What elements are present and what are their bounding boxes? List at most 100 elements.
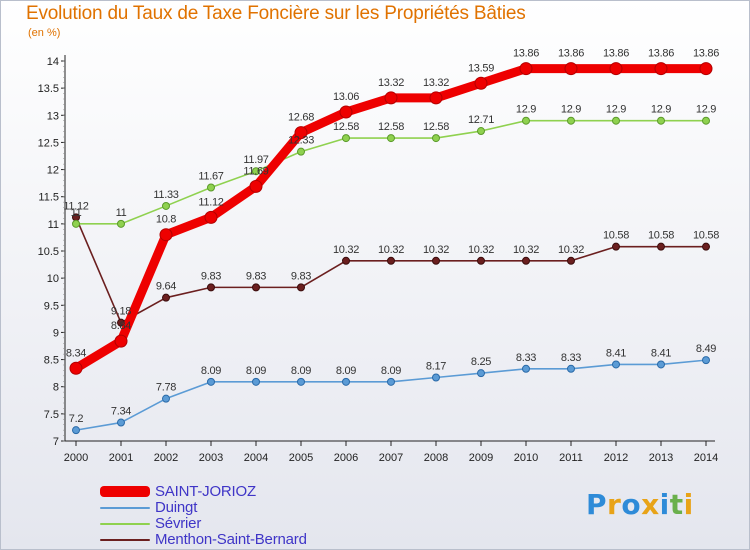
y-tick-label: 13.5 bbox=[38, 83, 59, 95]
data-point-sevrier bbox=[342, 134, 350, 143]
data-point-menthon-saint-bernard bbox=[162, 293, 170, 302]
chart-title: Evolution du Taux de Taxe Foncière sur l… bbox=[26, 3, 526, 24]
legend-label: SAINT-JORIOZ bbox=[155, 483, 256, 500]
data-point-menthon-saint-bernard bbox=[207, 283, 215, 292]
data-point-sevrier bbox=[297, 147, 305, 156]
data-label-duingt: 8.33 bbox=[561, 352, 581, 364]
data-point-menthon-saint-bernard bbox=[432, 256, 440, 265]
y-tick-label: 8 bbox=[53, 382, 59, 394]
data-point-saint-jorioz bbox=[159, 228, 173, 242]
data-label-sevrier: 12.9 bbox=[606, 104, 626, 116]
data-point-duingt bbox=[252, 377, 260, 386]
data-label-menthon-saint-bernard: 10.32 bbox=[513, 244, 539, 256]
data-label-sevrier: 11.33 bbox=[153, 189, 178, 201]
y-tick-label: 7.5 bbox=[44, 409, 59, 421]
x-tick-label: 2006 bbox=[334, 452, 358, 464]
data-point-sevrier bbox=[207, 183, 215, 192]
data-label-menthon-saint-bernard: 10.58 bbox=[648, 230, 674, 242]
y-tick-label: 10.5 bbox=[38, 246, 59, 258]
data-label-sevrier: 12.33 bbox=[288, 135, 314, 147]
data-label-sevrier: 11.67 bbox=[198, 170, 223, 182]
data-label-sevrier: 11.97 bbox=[243, 154, 268, 166]
data-point-menthon-saint-bernard bbox=[387, 256, 395, 265]
data-label-saint-jorioz: 13.86 bbox=[648, 48, 674, 60]
legend-label: Menthon-Saint-Bernard bbox=[155, 531, 307, 548]
logo-letter: o bbox=[621, 488, 642, 521]
data-point-sevrier bbox=[72, 219, 80, 228]
y-tick-label: 7 bbox=[53, 436, 59, 448]
data-point-sevrier bbox=[477, 127, 485, 136]
y-tick-label: 11 bbox=[48, 219, 59, 231]
data-point-sevrier bbox=[162, 201, 170, 210]
data-label-duingt: 8.49 bbox=[696, 343, 716, 355]
data-point-menthon-saint-bernard bbox=[342, 256, 350, 265]
data-point-menthon-saint-bernard bbox=[252, 283, 260, 292]
x-tick-label: 2009 bbox=[469, 452, 493, 464]
legend-swatch bbox=[100, 539, 150, 541]
x-tick-label: 2003 bbox=[199, 452, 223, 464]
data-point-duingt bbox=[702, 356, 710, 365]
logo-letter: i bbox=[683, 488, 694, 521]
data-label-menthon-saint-bernard: 9.83 bbox=[291, 270, 311, 282]
data-point-sevrier bbox=[252, 167, 260, 176]
data-point-menthon-saint-bernard bbox=[612, 242, 620, 251]
data-point-duingt bbox=[612, 360, 620, 369]
data-label-duingt: 8.17 bbox=[426, 360, 446, 372]
data-label-saint-jorioz: 8.84 bbox=[111, 320, 131, 332]
data-label-duingt: 7.2 bbox=[69, 413, 84, 425]
data-label-menthon-saint-bernard: 10.58 bbox=[603, 230, 629, 242]
logo-letter: i bbox=[659, 488, 670, 521]
data-label-saint-jorioz: 13.59 bbox=[468, 62, 494, 74]
data-label-saint-jorioz: 11.69 bbox=[243, 165, 268, 177]
data-label-sevrier: 12.71 bbox=[468, 114, 494, 126]
x-tick-label: 2000 bbox=[64, 452, 88, 464]
data-point-saint-jorioz bbox=[204, 210, 218, 224]
data-label-saint-jorioz: 13.86 bbox=[693, 48, 719, 60]
logo-letter: r bbox=[607, 488, 622, 521]
x-tick-label: 2013 bbox=[649, 452, 673, 464]
data-label-sevrier: 11 bbox=[116, 207, 127, 219]
data-point-duingt bbox=[522, 364, 530, 373]
data-label-duingt: 8.09 bbox=[201, 365, 221, 377]
data-point-sevrier bbox=[702, 116, 710, 125]
data-point-saint-jorioz bbox=[474, 76, 488, 90]
legend-swatch bbox=[100, 507, 150, 509]
data-point-menthon-saint-bernard bbox=[522, 256, 530, 265]
x-tick-label: 2012 bbox=[604, 452, 628, 464]
legend-swatch bbox=[100, 523, 150, 525]
x-tick-label: 2002 bbox=[154, 452, 178, 464]
data-label-saint-jorioz: 13.86 bbox=[513, 48, 539, 60]
data-point-menthon-saint-bernard bbox=[657, 242, 665, 251]
data-point-duingt bbox=[162, 394, 170, 403]
data-point-saint-jorioz bbox=[249, 179, 263, 193]
data-label-sevrier: 12.9 bbox=[651, 104, 671, 116]
data-label-menthon-saint-bernard: 9.83 bbox=[246, 270, 266, 282]
logo-letter: t bbox=[669, 488, 684, 521]
x-tick-label: 2011 bbox=[559, 452, 583, 464]
data-point-saint-jorioz bbox=[384, 91, 398, 105]
data-point-sevrier bbox=[612, 116, 620, 125]
data-point-saint-jorioz bbox=[654, 62, 668, 76]
data-label-menthon-saint-bernard: 9.18 bbox=[111, 306, 131, 318]
x-tick-label: 2007 bbox=[379, 452, 403, 464]
data-point-menthon-saint-bernard bbox=[702, 242, 710, 251]
data-point-duingt bbox=[297, 377, 305, 386]
data-label-saint-jorioz: 13.86 bbox=[558, 48, 584, 60]
data-label-saint-jorioz: 10.8 bbox=[156, 214, 176, 226]
x-tick-label: 2004 bbox=[244, 452, 268, 464]
data-label-saint-jorioz: 8.34 bbox=[66, 347, 86, 359]
data-label-duingt: 8.41 bbox=[606, 347, 626, 359]
y-axis-unit-label: (en %) bbox=[28, 27, 61, 39]
data-point-saint-jorioz bbox=[699, 62, 713, 76]
data-point-duingt bbox=[342, 377, 350, 386]
x-tick-label: 2010 bbox=[514, 452, 538, 464]
data-label-saint-jorioz: 13.32 bbox=[423, 77, 449, 89]
data-point-saint-jorioz bbox=[114, 334, 128, 348]
data-point-saint-jorioz bbox=[339, 105, 353, 119]
data-point-saint-jorioz bbox=[294, 126, 308, 140]
data-label-duingt: 8.25 bbox=[471, 356, 491, 368]
data-label-sevrier: 12.9 bbox=[516, 104, 536, 116]
y-tick-label: 9 bbox=[53, 327, 59, 339]
data-point-sevrier bbox=[522, 116, 530, 125]
